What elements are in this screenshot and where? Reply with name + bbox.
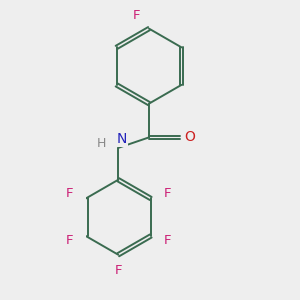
- Text: F: F: [164, 234, 171, 248]
- Text: F: F: [65, 187, 73, 200]
- Text: N: N: [117, 132, 128, 146]
- Text: F: F: [65, 234, 73, 248]
- Text: H: H: [97, 137, 106, 150]
- Text: O: O: [184, 130, 195, 144]
- Text: F: F: [115, 264, 122, 277]
- Text: F: F: [132, 9, 140, 22]
- Text: F: F: [164, 187, 171, 200]
